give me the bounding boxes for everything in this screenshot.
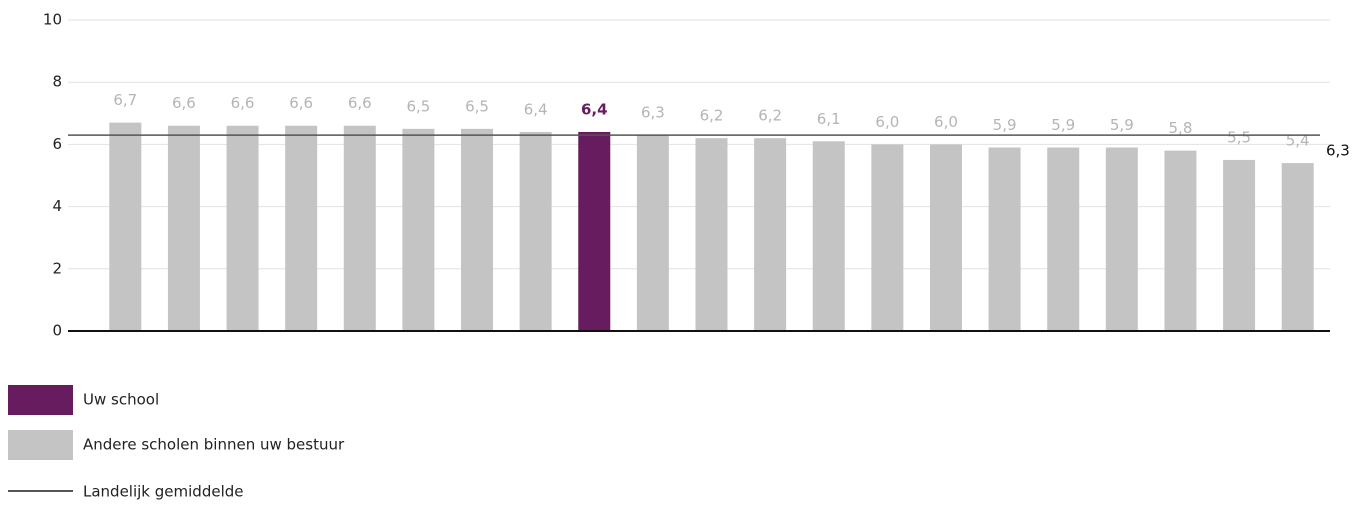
- bar: [109, 122, 142, 331]
- bar: [519, 131, 552, 331]
- bar: [1281, 163, 1314, 331]
- value-label: 6,4: [524, 100, 548, 118]
- value-label: 6,6: [348, 94, 372, 112]
- bar: [636, 135, 669, 331]
- y-tick-label: 6: [52, 135, 62, 153]
- bar: [285, 125, 318, 332]
- bar: [226, 125, 259, 332]
- value-label: 6,6: [289, 94, 313, 112]
- bar: [1223, 159, 1256, 331]
- value-label: 5,4: [1286, 132, 1310, 150]
- value-label: 6,7: [113, 91, 137, 109]
- bar: [167, 125, 200, 332]
- bar: [1164, 150, 1197, 331]
- value-label: 5,9: [1051, 116, 1075, 134]
- value-label: 6,6: [172, 94, 196, 112]
- bar: [695, 138, 728, 331]
- y-tick-label: 0: [52, 322, 62, 340]
- value-label: 6,2: [758, 107, 782, 125]
- value-label: 5,8: [1169, 119, 1193, 137]
- value-label: 6,2: [700, 107, 724, 125]
- bar: [929, 144, 962, 331]
- bar: [988, 147, 1021, 331]
- bar: [461, 128, 494, 331]
- bar: [578, 131, 611, 331]
- bar: [1105, 147, 1138, 331]
- bar: [871, 144, 904, 331]
- value-label: 5,5: [1227, 128, 1251, 146]
- y-tick-label: 2: [52, 259, 62, 277]
- legend-label: Uw school: [83, 391, 159, 409]
- value-label: 6,3: [641, 104, 665, 122]
- value-label: 6,6: [231, 94, 255, 112]
- bar: [754, 138, 787, 331]
- value-label: 6,5: [406, 97, 430, 115]
- value-label: 6,1: [817, 110, 841, 128]
- value-label: 5,9: [1110, 116, 1134, 134]
- y-tick-label: 4: [52, 197, 62, 215]
- value-label: 6,0: [934, 113, 958, 131]
- legend-swatch: [8, 430, 73, 460]
- legend-label: Andere scholen binnen uw bestuur: [83, 436, 345, 454]
- bar: [812, 141, 845, 331]
- reference-label: 6,3: [1326, 142, 1350, 160]
- bar: [343, 125, 376, 332]
- bar: [402, 128, 435, 331]
- legend-label: Landelijk gemiddelde: [83, 483, 243, 501]
- value-label: 6,5: [465, 97, 489, 115]
- y-tick-label: 10: [43, 11, 62, 29]
- value-label: 6,4: [581, 100, 608, 118]
- value-label: 5,9: [993, 116, 1017, 134]
- legend-swatch: [8, 385, 73, 415]
- value-label: 6,0: [875, 113, 899, 131]
- y-tick-label: 8: [52, 73, 62, 91]
- bar: [1047, 147, 1080, 331]
